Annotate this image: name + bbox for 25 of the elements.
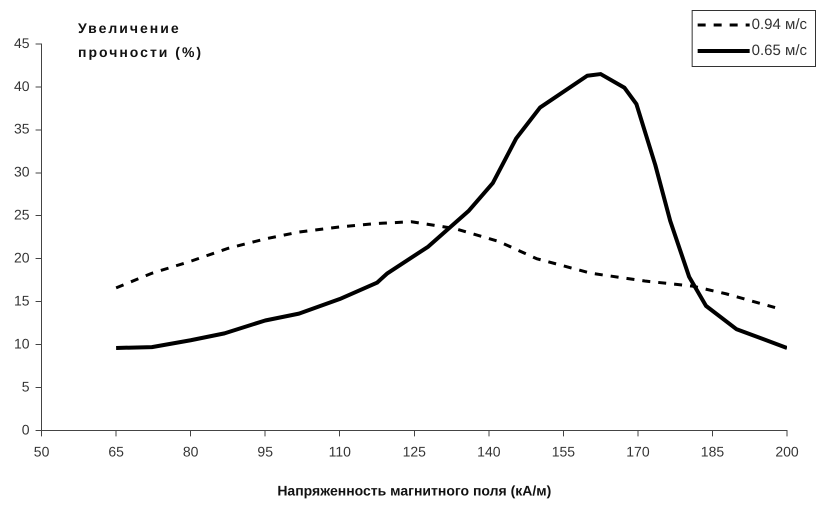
x-tick-label: 200 — [775, 444, 799, 460]
x-axis-title: Напряженность магнитного поля (кА/м) — [277, 482, 552, 498]
x-tick-label: 170 — [626, 444, 650, 460]
x-tick-label: 80 — [182, 444, 199, 460]
y-tick-label: 5 — [22, 378, 30, 394]
x-tick-label: 65 — [108, 444, 124, 460]
y-tick-label: 20 — [14, 250, 30, 266]
y-tick-label: 30 — [14, 164, 30, 180]
y-tick-label: 10 — [14, 335, 30, 352]
legend-label: 0.65 м/с — [752, 42, 808, 60]
y-tick-label: 15 — [14, 292, 30, 308]
y-tick-label: 25 — [14, 206, 30, 223]
x-tick-label: 50 — [34, 444, 50, 460]
y-tick-label: 0 — [22, 421, 30, 438]
y-tick-label: 40 — [14, 78, 30, 94]
x-tick-label: 110 — [328, 444, 352, 460]
y-tick-label: 45 — [14, 34, 30, 51]
y-tick-label: 35 — [14, 120, 30, 137]
x-tick-label: 95 — [257, 444, 274, 460]
legend-label: 0.94 м/с — [752, 16, 808, 34]
x-tick-label: 185 — [700, 444, 724, 460]
y-axis-title: Увеличение прочности (%) — [78, 19, 204, 62]
x-tick-label: 125 — [402, 444, 426, 460]
x-tick-label: 155 — [552, 444, 576, 460]
x-tick-label: 140 — [477, 444, 501, 460]
